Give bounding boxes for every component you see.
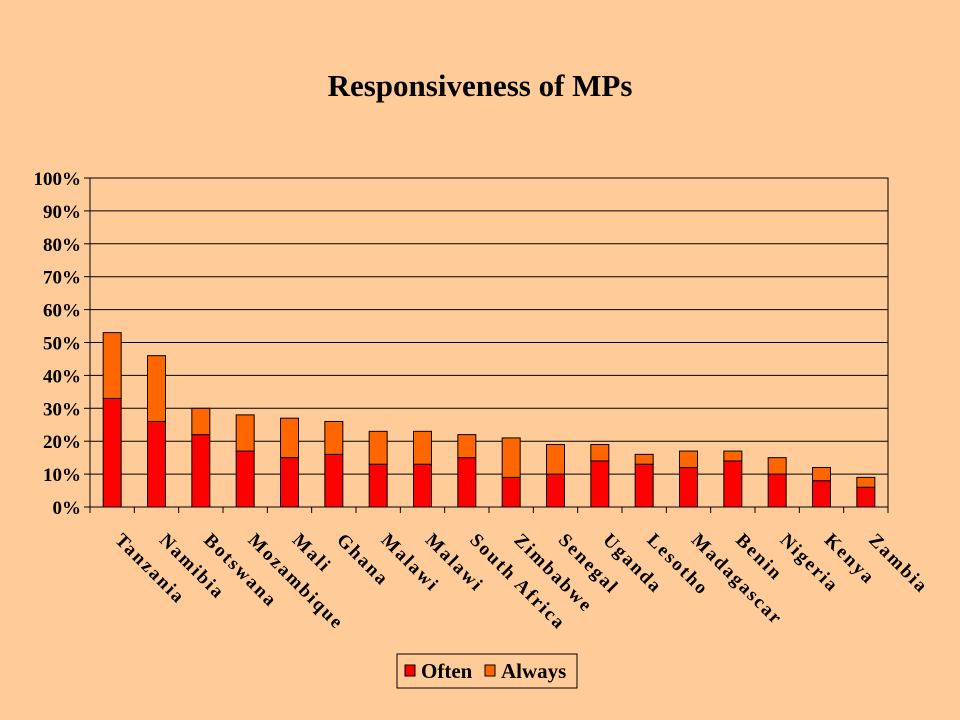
x-tick-labels: TanzaniaNamibiaBotswanaMozambiqueMaliGha…: [111, 530, 933, 635]
bar-always-madagascar: [679, 450, 698, 469]
bar-always-botswana: [191, 407, 211, 436]
y-tick-label: 70%: [43, 268, 81, 289]
bars: [102, 332, 876, 508]
bar-always-nigeria: [767, 457, 787, 475]
y-tick-label: 10%: [43, 465, 81, 486]
y-tick-label: 100%: [34, 169, 82, 190]
bar-often-tanzania: [102, 397, 122, 508]
legend: Often Always: [396, 653, 578, 689]
bar-always-ghana: [324, 420, 344, 455]
bar-always-benin: [723, 450, 743, 462]
y-tick-label: 20%: [43, 432, 81, 453]
bar-always-south-africa: [457, 434, 477, 459]
bar-often-madagascar: [679, 467, 698, 508]
bar-always-zambia: [856, 476, 876, 488]
bar-always-malawi: [368, 430, 388, 465]
bar-always-tanzania: [102, 332, 122, 399]
bar-always-zimbabwe: [501, 437, 521, 478]
bar-often-ghana: [324, 453, 344, 508]
y-tick-label: 50%: [43, 334, 81, 355]
y-tick-labels: 0% 10% 20% 30% 40% 50% 60% 70% 80% 90% 100%: [34, 169, 82, 519]
y-tick-label: 80%: [43, 235, 81, 256]
bar-often-senegal: [546, 473, 565, 508]
legend-label-always: Always: [501, 659, 566, 683]
bar-often-kenya: [812, 480, 831, 508]
bar-often-malawi: [413, 463, 432, 508]
chart-title: Responsiveness of MPs: [327, 68, 633, 103]
bar-always-kenya: [812, 467, 831, 482]
bar-often-zambia: [856, 486, 876, 508]
y-tick-label: 40%: [43, 366, 81, 387]
bar-always-namibia: [147, 355, 166, 422]
legend-swatch-often: [404, 664, 416, 677]
y-tick-label: 0%: [53, 498, 82, 519]
bar-often-uganda: [590, 460, 610, 508]
y-tick-label: 60%: [43, 301, 81, 322]
bar-always-senegal: [546, 443, 565, 475]
bar-often-lesotho: [634, 463, 654, 508]
bar-often-namibia: [147, 420, 166, 508]
legend-label-often: Often: [421, 659, 473, 683]
bar-often-nigeria: [767, 473, 787, 508]
x-tick-label: Zambia: [864, 530, 932, 598]
bar-often-zimbabwe: [501, 476, 521, 508]
y-tick-label: 90%: [43, 202, 81, 223]
bar-often-mali: [280, 457, 299, 508]
bar-often-south-africa: [457, 457, 477, 508]
bar-always-malawi: [413, 430, 432, 465]
axes: [84, 177, 889, 513]
bar-always-mozambique: [235, 414, 255, 452]
bar-often-benin: [723, 460, 743, 508]
bar-often-botswana: [191, 434, 211, 508]
bar-always-lesotho: [634, 453, 654, 465]
y-tick-label: 30%: [43, 399, 81, 420]
bar-always-mali: [280, 417, 299, 459]
bar-often-malawi: [368, 463, 388, 508]
bar-often-mozambique: [235, 450, 255, 508]
legend-swatch-always: [484, 664, 496, 677]
bar-always-uganda: [590, 443, 610, 462]
